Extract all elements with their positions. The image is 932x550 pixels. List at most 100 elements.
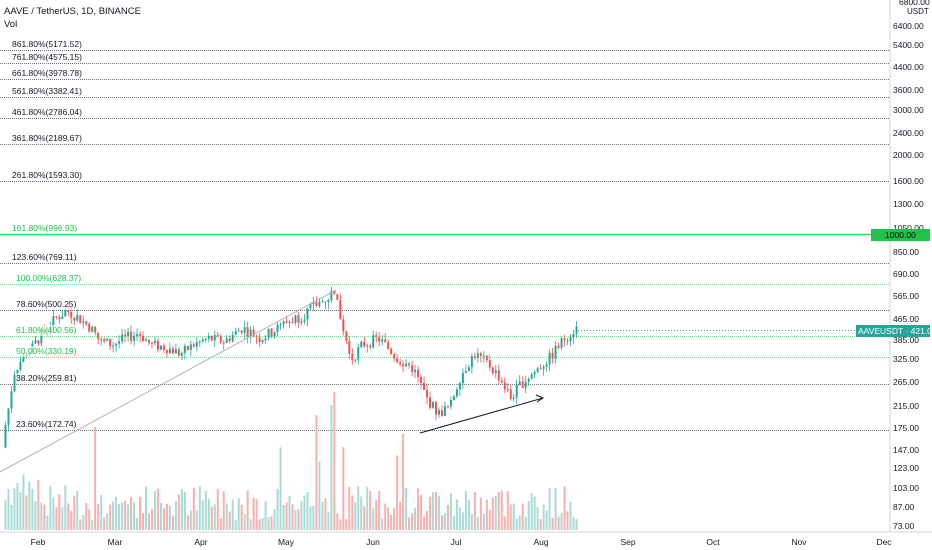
candle-body	[572, 333, 575, 337]
candle-body	[527, 378, 530, 382]
price-tick-label: 175.00	[893, 423, 919, 433]
fib-level-label: 661.80%(3978.78)	[12, 67, 82, 78]
candle-body	[488, 360, 491, 368]
candle-body	[79, 315, 82, 323]
volume-bar	[192, 487, 195, 530]
candle-body	[569, 336, 572, 342]
candle-body	[336, 294, 339, 300]
volume-indicator-label[interactable]: Vol	[4, 19, 18, 30]
candle-body	[566, 340, 569, 342]
candle-body	[13, 375, 16, 392]
support-trend-arrow	[419, 397, 544, 434]
candle-body	[479, 353, 482, 356]
candle-body	[503, 382, 506, 390]
candle-body	[396, 358, 399, 363]
time-tick-label: May	[277, 537, 295, 547]
symbol-title[interactable]: AAVE / TetherUS, 1D, BINANCE	[4, 6, 141, 17]
volume-bar	[73, 495, 76, 530]
volume-bar	[408, 517, 411, 530]
volume-bar	[228, 511, 231, 530]
volume-bar	[339, 519, 342, 530]
volume-bar	[464, 491, 467, 530]
candle-body	[192, 344, 195, 347]
volume-bar	[542, 504, 545, 530]
volume-bar	[180, 488, 183, 530]
volume-bar	[13, 488, 16, 530]
volume-bar	[476, 516, 479, 530]
volume-bar	[548, 487, 551, 530]
candle-body	[165, 349, 168, 354]
volume-bar	[234, 519, 237, 530]
candle-body	[270, 328, 273, 337]
volume-bar	[106, 513, 109, 530]
volume-bar	[177, 494, 180, 530]
volume-bar	[402, 433, 405, 530]
volume-bar	[315, 415, 318, 530]
candle-body	[94, 326, 97, 333]
candle-body	[243, 327, 246, 333]
candle-body	[145, 339, 147, 342]
volume-bar	[46, 515, 49, 530]
volume-bar	[479, 497, 482, 530]
volume-bar	[381, 518, 384, 530]
volume-bar	[225, 503, 228, 530]
candle-body	[500, 380, 503, 383]
candle-body	[545, 364, 548, 367]
time-tick-label: Nov	[791, 537, 807, 547]
volume-bar	[258, 519, 261, 530]
candle-body	[342, 319, 345, 332]
volume-bar	[246, 490, 249, 530]
volume-bar	[252, 497, 255, 530]
volume-bar	[76, 490, 79, 530]
price-tick-label: 2400.00	[893, 128, 924, 138]
volume-bar	[150, 509, 153, 530]
volume-bar	[521, 503, 524, 530]
candle-body	[351, 353, 354, 361]
price-tick-label: 2000.00	[893, 150, 924, 160]
volume-bar	[378, 490, 381, 530]
volume-bar	[372, 507, 375, 530]
candle-body	[97, 332, 100, 340]
price-tick-label: 123.00	[893, 463, 919, 473]
volume-bar	[399, 502, 402, 530]
price-tick-label: 6800.00	[899, 0, 930, 7]
candle-body	[440, 410, 443, 416]
candle-body	[449, 399, 452, 407]
candle-body	[378, 337, 381, 342]
candle-body	[300, 321, 303, 323]
candle-body	[393, 354, 396, 359]
candle-body	[530, 374, 533, 379]
candle-body	[575, 326, 578, 334]
volume-bar	[270, 516, 273, 530]
price-tick-label: 87.00	[893, 502, 915, 512]
candle-body	[414, 369, 417, 373]
volume-bar	[533, 496, 536, 530]
candle-body	[255, 336, 258, 338]
volume-bar	[130, 497, 133, 530]
price-tick-label: 215.00	[893, 401, 919, 411]
candle-body	[521, 381, 524, 388]
fib-level-label: 261.80%(1593.30)	[12, 169, 82, 180]
last-price-symbol: AAVEUSDT	[858, 325, 904, 336]
candle-body	[186, 345, 189, 350]
volume-bar	[201, 500, 204, 530]
volume-bar	[145, 486, 147, 530]
candle-body	[330, 290, 333, 301]
volume-bar	[276, 488, 279, 530]
volume-bar	[285, 502, 288, 530]
volume-bar	[446, 504, 449, 530]
volume-bar	[294, 510, 297, 530]
candle-body	[446, 406, 449, 408]
volume-bar	[440, 515, 443, 530]
candle-body	[333, 290, 336, 295]
volume-bar	[136, 518, 139, 530]
candle-body	[551, 352, 554, 359]
volume-bar	[67, 503, 70, 530]
candle-body	[112, 345, 115, 347]
volume-bar	[91, 519, 94, 530]
candle-body	[67, 310, 70, 312]
candle-body	[437, 410, 440, 415]
fib-level-label: 461.80%(2786.04)	[12, 106, 82, 117]
